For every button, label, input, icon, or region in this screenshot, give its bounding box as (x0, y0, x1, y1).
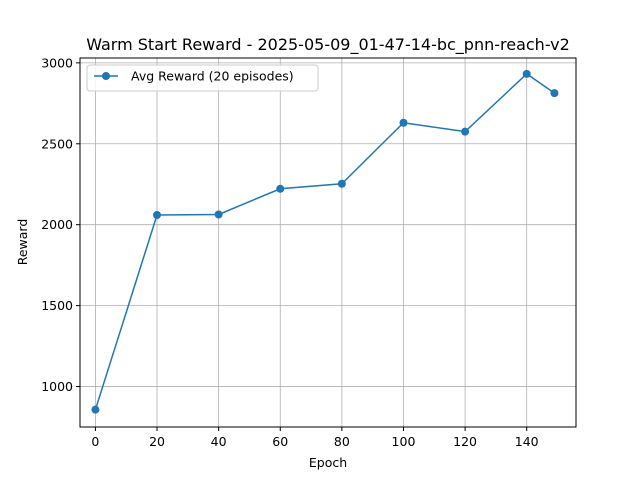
legend: Avg Reward (20 episodes) (86, 64, 319, 92)
grid (80, 58, 576, 427)
series (91, 69, 559, 414)
data-point (214, 210, 223, 219)
data-point (550, 89, 559, 98)
legend-entry-label: Avg Reward (20 episodes) (131, 69, 294, 84)
y-tick-label: 1500 (41, 298, 73, 313)
x-tick-label: 140 (515, 434, 539, 449)
data-point (91, 405, 100, 414)
x-tick-label: 0 (91, 434, 99, 449)
y-tick-label: 2500 (41, 136, 73, 151)
y-axis-ticks: 1000 1500 2000 2500 3000 (41, 55, 80, 394)
data-point (153, 210, 162, 219)
y-tick-label: 1000 (41, 379, 73, 394)
x-tick-label: 40 (211, 434, 227, 449)
legend-marker-swatch (102, 72, 110, 80)
plot-frame (79, 57, 577, 428)
x-axis-label: Epoch (309, 455, 347, 470)
y-axis-label: Reward (15, 219, 30, 266)
data-point (522, 69, 531, 78)
data-point (399, 118, 408, 127)
x-tick-label: 60 (272, 434, 288, 449)
x-tick-label: 120 (453, 434, 477, 449)
series-line (94, 72, 555, 410)
x-tick-label: 100 (392, 434, 416, 449)
data-point (337, 179, 346, 188)
x-axis-ticks: 0 20 40 60 80 100 120 140 (91, 427, 539, 449)
chart-title: Warm Start Reward - 2025-05-09_01-47-14-… (86, 35, 570, 55)
x-tick-label: 20 (149, 434, 165, 449)
data-point (461, 127, 470, 136)
x-tick-label: 80 (334, 434, 350, 449)
y-tick-label: 2000 (41, 217, 73, 232)
data-point (276, 184, 285, 193)
legend-box (86, 64, 319, 92)
y-tick-label: 3000 (41, 55, 73, 70)
